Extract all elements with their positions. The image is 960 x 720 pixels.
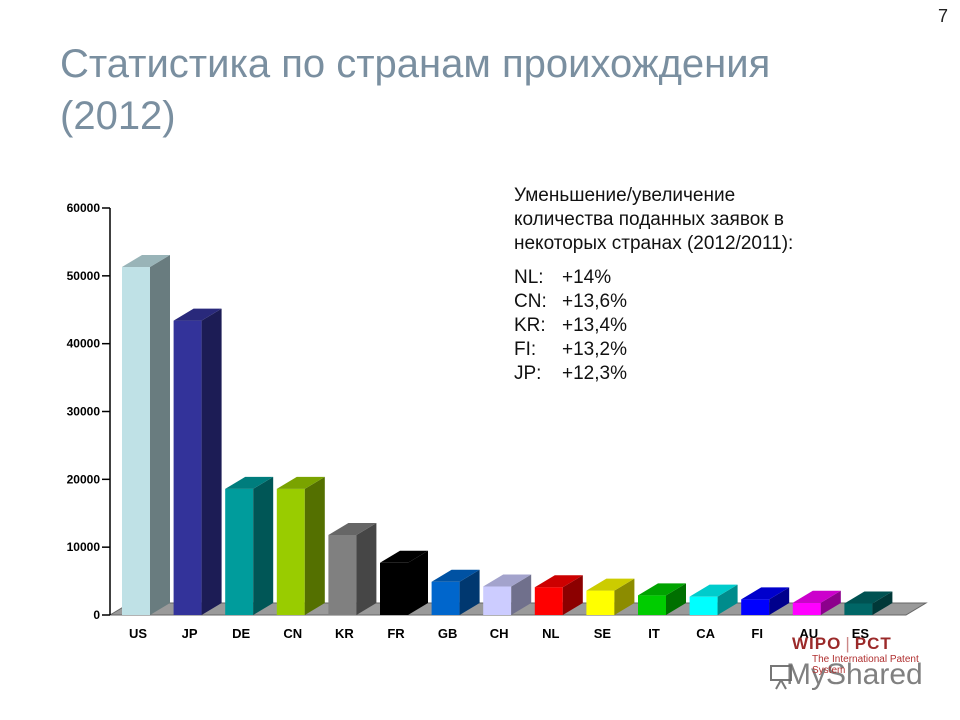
wipo-text: WIPO bbox=[792, 634, 842, 653]
bar-front-ca bbox=[689, 596, 718, 615]
bar-top-es bbox=[844, 591, 893, 604]
bar-top-ca bbox=[689, 584, 738, 597]
bar-top-us bbox=[122, 255, 170, 268]
country-code: JP: bbox=[514, 363, 542, 384]
bar-side-kr bbox=[356, 522, 377, 615]
change-value: +13,4% bbox=[562, 315, 627, 336]
wipo-pct-logo: WIPO | PCT bbox=[792, 634, 892, 654]
bar-top-jp bbox=[173, 308, 222, 321]
y-tick-label: 60000 bbox=[67, 201, 101, 215]
bar-front-ch bbox=[483, 586, 512, 615]
x-tick-label: FR bbox=[387, 626, 405, 641]
x-tick-label: NL bbox=[542, 626, 559, 641]
change-item: JP: +12,3% bbox=[514, 362, 814, 386]
watermark-text: MyShared bbox=[786, 658, 923, 691]
country-code: KR: bbox=[514, 315, 546, 336]
bar-front-it bbox=[638, 595, 666, 615]
bar-side-fi bbox=[769, 587, 790, 615]
page-number: 7 bbox=[937, 6, 948, 26]
country-code: CN: bbox=[514, 291, 547, 312]
bar-side-au bbox=[820, 590, 841, 615]
bar-front-cn bbox=[276, 488, 305, 615]
bar-front-au bbox=[792, 602, 821, 615]
bar-side-fr bbox=[408, 550, 428, 615]
bar-side-jp bbox=[201, 308, 222, 615]
x-tick-label: FI bbox=[751, 626, 763, 641]
bar-front-es bbox=[844, 603, 873, 615]
x-tick-label: SE bbox=[594, 626, 612, 641]
bar-side-ca bbox=[717, 584, 738, 615]
bar-front-se bbox=[586, 590, 615, 615]
y-tick-label: 10000 bbox=[67, 540, 101, 554]
bar-top-au bbox=[792, 590, 841, 603]
x-tick-label: DE bbox=[232, 626, 250, 641]
change-value: +13,2% bbox=[562, 339, 627, 360]
bar-side-gb bbox=[459, 569, 480, 615]
bar-front-fi bbox=[741, 599, 770, 615]
bar-side-cn bbox=[304, 476, 325, 615]
bar-top-nl bbox=[534, 575, 583, 588]
x-tick-label: CA bbox=[696, 626, 715, 641]
slide-title: Статистика по странам проихождения (2012… bbox=[60, 42, 771, 138]
x-tick-label: CN bbox=[283, 626, 302, 641]
y-tick-label: 20000 bbox=[67, 472, 101, 486]
bar-top-de bbox=[225, 476, 274, 489]
bar-side-nl bbox=[562, 575, 583, 615]
bar-front-nl bbox=[534, 587, 563, 615]
change-list: NL: +14% CN: +13,6% KR: +13,4% FI: +13,2% JP… bbox=[514, 266, 814, 386]
y-tick-label: 40000 bbox=[67, 337, 101, 351]
bar-top-fr bbox=[380, 550, 428, 563]
x-tick-label: JP bbox=[182, 626, 198, 641]
change-item: CN: +13,6% bbox=[514, 290, 814, 314]
bar-side-se bbox=[614, 578, 635, 615]
bar-front-jp bbox=[173, 320, 202, 615]
bar-side-ch bbox=[511, 574, 532, 615]
bar-front-fr bbox=[380, 562, 408, 615]
bar-side-us bbox=[150, 255, 170, 615]
change-value: +12,3% bbox=[562, 363, 627, 384]
bar-front-us bbox=[122, 267, 150, 615]
presentation-icon bbox=[770, 665, 792, 690]
bar-top-ch bbox=[483, 574, 532, 587]
country-code: NL: bbox=[514, 267, 544, 288]
bar-top-kr bbox=[328, 522, 377, 535]
y-tick-label: 50000 bbox=[67, 269, 101, 283]
logo-separator: | bbox=[845, 634, 851, 653]
change-value: +14% bbox=[562, 267, 612, 288]
x-tick-label: IT bbox=[648, 626, 660, 641]
x-tick-label: US bbox=[129, 626, 147, 641]
change-item: FI: +13,2% bbox=[514, 338, 814, 362]
x-tick-label: KR bbox=[335, 626, 354, 641]
change-value: +13,6% bbox=[562, 291, 627, 312]
bar-top-it bbox=[638, 583, 686, 596]
bar-side-de bbox=[253, 476, 274, 615]
x-tick-label: GB bbox=[438, 626, 458, 641]
bar-side-es bbox=[872, 591, 893, 615]
bar-top-fi bbox=[741, 587, 790, 600]
bar-front-de bbox=[225, 488, 254, 615]
change-note: Уменьшение/увеличение количества поданны… bbox=[514, 184, 814, 386]
y-tick-label: 30000 bbox=[67, 405, 101, 419]
x-tick-label: AU bbox=[799, 626, 818, 641]
tagline: The International Patent System bbox=[812, 654, 919, 676]
x-tick-label: ES bbox=[852, 626, 870, 641]
country-code: FI: bbox=[514, 339, 537, 360]
note-heading: Уменьшение/увеличение количества поданны… bbox=[514, 185, 794, 254]
x-tick-label: CH bbox=[490, 626, 509, 641]
footer-logo: MyShared WIPO | PCT The International Pa… bbox=[768, 632, 928, 692]
pct-text: PCT bbox=[854, 634, 892, 653]
y-tick-label: 0 bbox=[93, 608, 100, 622]
change-item: NL: +14% bbox=[514, 266, 814, 290]
bar-side-it bbox=[666, 583, 686, 615]
bar-front-gb bbox=[431, 581, 460, 615]
change-item: KR: +13,4% bbox=[514, 314, 814, 338]
bar-top-se bbox=[586, 578, 635, 591]
bar-front-kr bbox=[328, 534, 357, 615]
bar-top-gb bbox=[431, 569, 480, 582]
bar-top-cn bbox=[276, 476, 325, 489]
